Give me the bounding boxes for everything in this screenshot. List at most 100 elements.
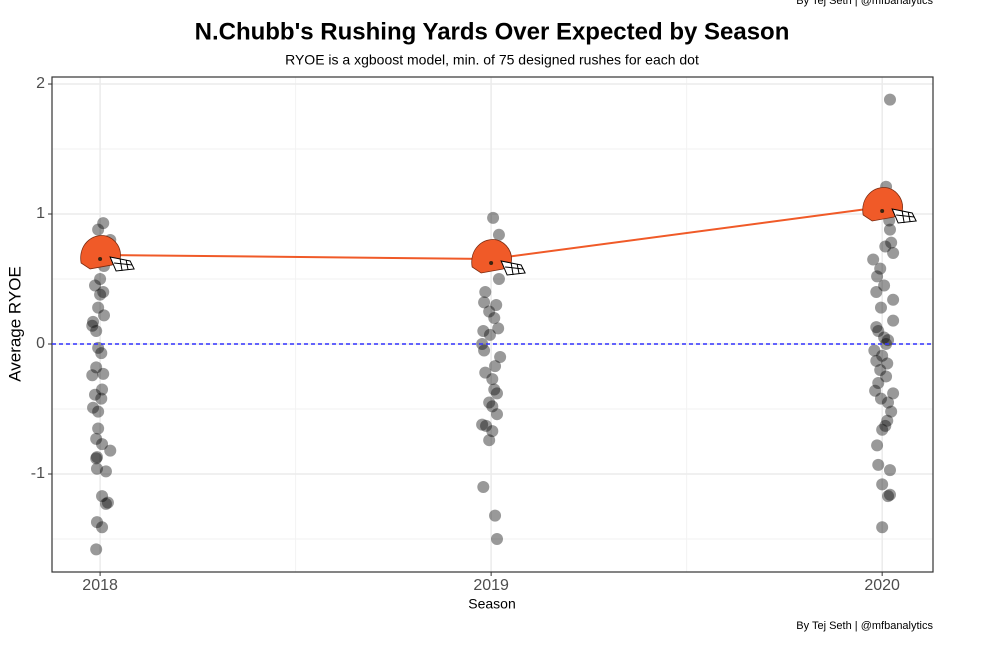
- point: [878, 331, 891, 344]
- point: [870, 321, 883, 334]
- point: [89, 279, 102, 292]
- point: [99, 465, 112, 478]
- point: [487, 211, 500, 224]
- point: [90, 451, 103, 464]
- point: [483, 396, 496, 409]
- point: [870, 286, 883, 299]
- point: [476, 418, 489, 431]
- point: [87, 401, 100, 414]
- point: [483, 328, 496, 341]
- point: [874, 262, 887, 275]
- point: [872, 376, 885, 389]
- point: [489, 509, 502, 522]
- point: [492, 322, 505, 335]
- point: [880, 370, 893, 383]
- point: [490, 408, 503, 421]
- point: [92, 405, 105, 418]
- point: [881, 357, 894, 370]
- x-tick-label: 2020: [864, 577, 900, 594]
- point: [881, 414, 894, 427]
- point: [871, 270, 884, 283]
- point: [96, 490, 109, 503]
- point: [883, 464, 896, 477]
- helmet: [471, 239, 526, 276]
- point: [867, 253, 880, 266]
- point: [90, 462, 103, 475]
- point: [98, 309, 111, 322]
- point: [90, 432, 103, 445]
- point: [879, 240, 892, 253]
- point: [92, 422, 105, 435]
- point: [490, 299, 503, 312]
- point: [494, 350, 507, 363]
- x-tick-label: 2019: [473, 577, 509, 594]
- point: [488, 383, 501, 396]
- caption: By Tej Seth | @mfbanalytics: [796, 620, 933, 632]
- point: [874, 301, 887, 314]
- point: [96, 438, 109, 451]
- y-tick-label: 2: [36, 75, 45, 92]
- y-tick-label: 0: [36, 335, 45, 352]
- point: [869, 384, 882, 397]
- point: [90, 543, 103, 556]
- point: [874, 363, 887, 376]
- chart-title: N.Chubb's Rushing Yards Over Expected by…: [195, 18, 790, 45]
- point: [104, 444, 117, 457]
- point: [95, 392, 108, 405]
- point: [97, 286, 110, 299]
- helmet-facemask: [109, 256, 135, 272]
- point: [870, 354, 883, 367]
- point: [86, 369, 99, 382]
- point: [99, 497, 112, 510]
- plot-frame: [51, 76, 934, 573]
- helmet-facemask: [891, 208, 917, 224]
- point: [876, 349, 889, 362]
- point: [887, 314, 900, 327]
- point: [477, 324, 490, 337]
- point: [90, 324, 103, 337]
- x-axis-label: Season: [468, 596, 515, 612]
- point: [101, 496, 114, 509]
- helmet-logo: [98, 256, 103, 261]
- point: [882, 334, 895, 347]
- point: [868, 344, 881, 357]
- point: [90, 452, 103, 465]
- x-tick-label: 2018: [82, 577, 118, 594]
- helmet-logo: [489, 260, 494, 265]
- point: [876, 478, 889, 491]
- point: [97, 217, 110, 230]
- point: [883, 93, 896, 106]
- point: [92, 223, 105, 236]
- point: [478, 344, 491, 357]
- point: [94, 288, 107, 301]
- point: [883, 488, 896, 501]
- point: [97, 367, 110, 380]
- point: [876, 423, 889, 436]
- point: [96, 521, 109, 534]
- point: [878, 279, 891, 292]
- point: [492, 273, 505, 286]
- point: [89, 388, 102, 401]
- helmet-facemask: [500, 260, 526, 276]
- point: [871, 439, 884, 452]
- point: [879, 419, 892, 432]
- chart-subtitle: RYOE is a xgboost model, min. of 75 desi…: [285, 52, 699, 68]
- point: [883, 223, 896, 236]
- point: [92, 301, 105, 314]
- point: [885, 236, 898, 249]
- point: [480, 419, 493, 432]
- point: [92, 341, 105, 354]
- point: [887, 293, 900, 306]
- point: [486, 373, 499, 386]
- helmet-logo: [880, 208, 885, 213]
- point: [885, 405, 898, 418]
- point: [887, 387, 900, 400]
- point: [96, 383, 109, 396]
- point: [86, 319, 99, 332]
- y-axis-label: Average RYOE: [5, 266, 24, 382]
- helmet: [80, 235, 135, 272]
- point: [483, 434, 496, 447]
- top-caption: By Tej Seth | @mfbanalytics: [796, 0, 933, 7]
- point: [488, 312, 501, 325]
- point: [489, 360, 502, 373]
